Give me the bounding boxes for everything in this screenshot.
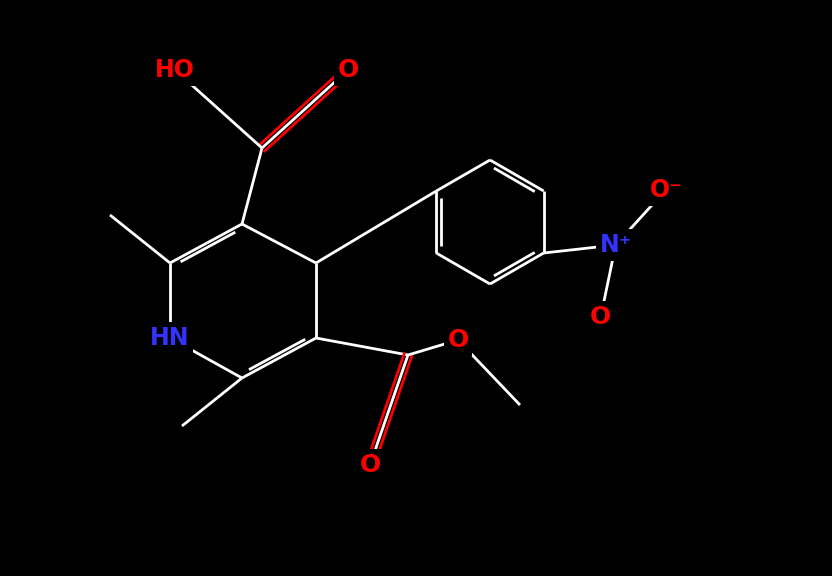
Text: O: O bbox=[590, 305, 612, 329]
Text: O: O bbox=[359, 453, 380, 477]
Text: HN: HN bbox=[151, 326, 190, 350]
Text: O: O bbox=[448, 328, 468, 352]
Text: O: O bbox=[337, 58, 359, 82]
Text: N⁺: N⁺ bbox=[600, 233, 631, 257]
Text: HO: HO bbox=[155, 58, 195, 82]
Text: O⁻: O⁻ bbox=[650, 178, 682, 202]
